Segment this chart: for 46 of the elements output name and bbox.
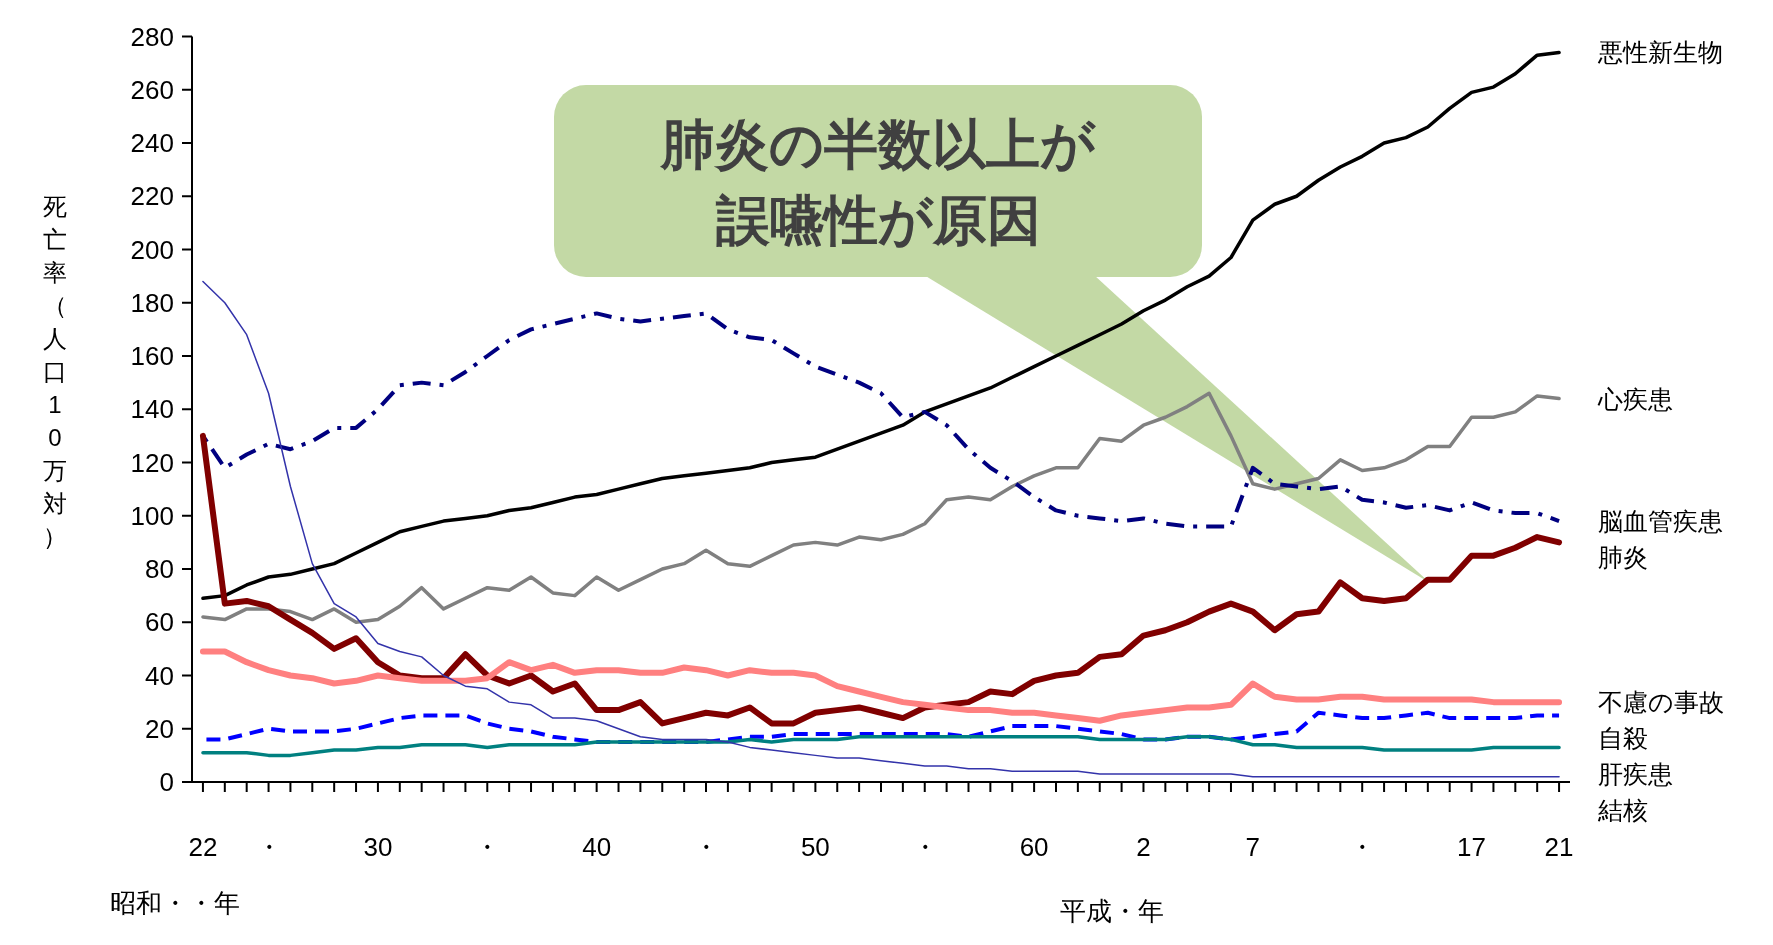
x-tick-label: 17 (1457, 832, 1487, 862)
series-label: 悪性新生物 (1597, 38, 1723, 67)
series-label: 肺炎 (1598, 543, 1648, 572)
series-label: 結核 (1597, 796, 1648, 825)
x-tick-label: ・ (1349, 832, 1376, 862)
x-tick-label: 7 (1245, 832, 1261, 862)
callout: 肺炎の半数以上が誤嚥性が原因 (554, 85, 1430, 583)
y-tick-label: 20 (145, 713, 174, 744)
series-label: 心疾患 (1597, 384, 1673, 413)
text: 平成・年 (1060, 896, 1164, 926)
y-tick-label: 80 (145, 554, 174, 584)
series-label: 自殺 (1598, 724, 1648, 753)
series-label: 肝疾患 (1598, 760, 1673, 789)
y-tick-label: 280 (130, 21, 174, 52)
y-tick-label: 260 (130, 74, 174, 105)
x-tick-label: 22 (188, 832, 218, 862)
y-tick-label: 60 (145, 607, 174, 638)
y-tick-label: 220 (130, 181, 174, 212)
x-axis-title: 昭和・・年 (110, 888, 240, 918)
x-tick-label: 21 (1544, 832, 1574, 862)
y-tick-label: 120 (130, 447, 174, 478)
x-tick-label: ・ (693, 832, 720, 862)
x-tick-label: 30 (363, 832, 393, 862)
x-tick-label: ・ (911, 832, 938, 862)
y-tick-label: 140 (130, 394, 174, 425)
x-tick-label: 40 (582, 832, 612, 862)
line-series (201, 391, 1561, 624)
x-tick-label: 50 (800, 832, 830, 862)
y-tick-label: 0 (159, 767, 174, 797)
text: 死亡率（人口10万対） (43, 193, 67, 550)
y-tick-label: 100 (130, 500, 174, 531)
series-label: 不慮の事故 (1598, 688, 1724, 717)
line-series (201, 50, 1561, 601)
annotation: 肺炎の半数以上が誤嚥性が原因 (659, 114, 1096, 250)
y-tick-label: 200 (130, 234, 174, 265)
x-tick-label: ・ (474, 832, 501, 862)
y-tick-label: 160 (130, 341, 174, 371)
y-tick-label: 40 (145, 660, 174, 691)
x-tick-label: 2 (1136, 832, 1151, 862)
series-label: 脳血管疾患 (1598, 507, 1723, 536)
x-tick-label: ・ (255, 832, 282, 862)
line-series (201, 734, 1561, 758)
x-tick-label: 60 (1019, 832, 1049, 862)
line-series (202, 280, 1560, 778)
y-tick-label: 180 (130, 287, 174, 318)
y-tick-label: 240 (130, 128, 174, 158)
